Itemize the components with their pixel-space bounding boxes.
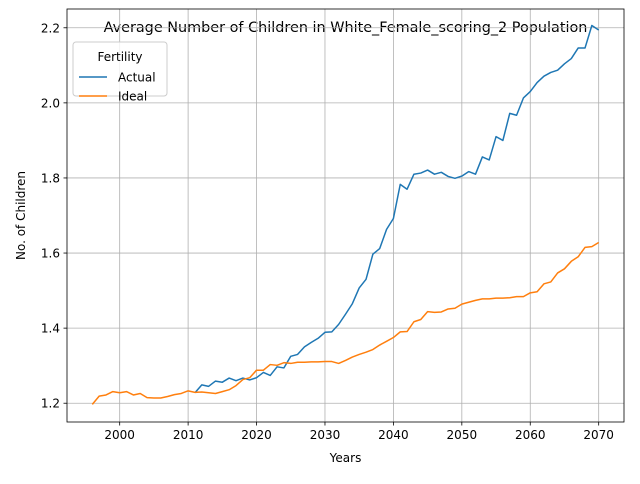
plot-area-frame (66, 8, 625, 423)
x-tick-label: 2060 (515, 428, 546, 442)
legend-label-actual: Actual (118, 71, 156, 85)
legend-box (72, 41, 168, 97)
legend-title: Fertility (97, 50, 142, 64)
x-tick-label: 2070 (583, 428, 614, 442)
y-tick-label: 1.4 (41, 322, 60, 336)
series-line-actual (194, 24, 600, 394)
x-tick-label: 2040 (378, 428, 409, 442)
y-tick-label: 1.6 (41, 247, 60, 261)
x-tick-label: 2030 (310, 428, 341, 442)
series-lines (91, 24, 600, 405)
grid-lines (67, 9, 624, 422)
y-tick-label: 2.2 (41, 21, 60, 35)
x-tick-label: 2050 (447, 428, 478, 442)
x-tick-label: 2010 (173, 428, 204, 442)
x-tick-label: 2020 (241, 428, 272, 442)
legend-label-ideal: Ideal (118, 90, 147, 104)
y-axis-label: No. of Children (14, 171, 28, 260)
legend: Fertility Actual Ideal (72, 41, 168, 104)
series-line-ideal (91, 241, 600, 405)
x-axis-label: Years (329, 451, 362, 465)
x-axis-ticks: 2000 2010 2020 2030 2040 2050 2060 2070 (104, 422, 614, 442)
y-tick-label: 2.0 (41, 96, 60, 110)
y-axis-ticks: 1.2 1.4 1.6 1.8 2.0 2.2 (41, 21, 67, 411)
y-tick-label: 1.8 (41, 171, 60, 185)
x-tick-label: 2000 (104, 428, 135, 442)
y-tick-label: 1.2 (41, 397, 60, 411)
